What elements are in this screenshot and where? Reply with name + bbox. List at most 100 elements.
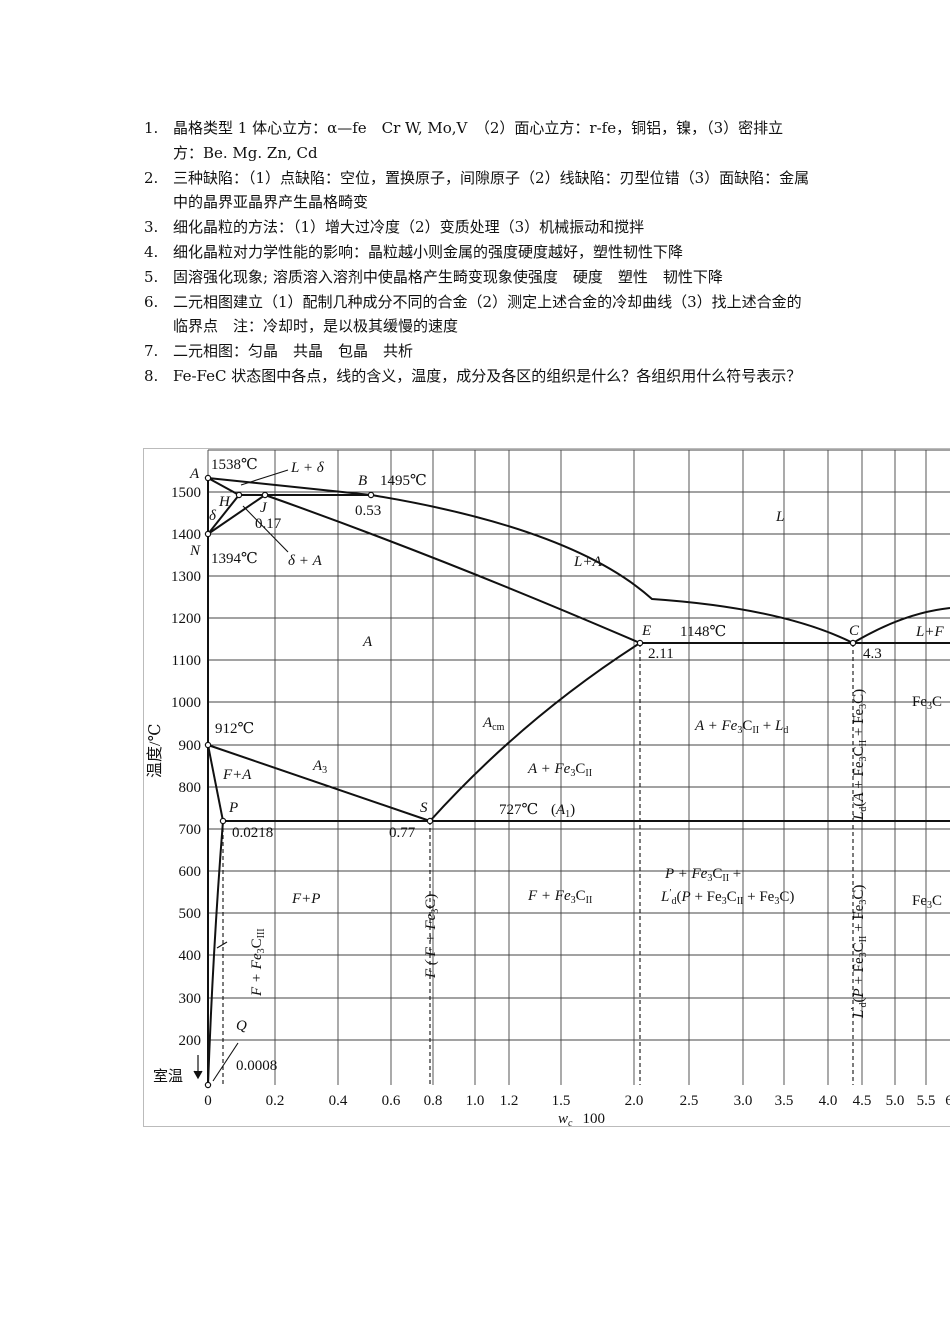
region-fe3c-right1: Fe3C [912,694,942,712]
region-f-p: F+P [291,891,320,907]
phase-diagram-svg: 1500 1400 1300 1200 1100 1000 900 800 70… [143,448,950,1128]
x-tick: 0.8 [424,1093,443,1109]
x-tick: 4.0 [819,1093,838,1109]
x-tick-labels: 0 0.2 0.4 0.6 0.8 1.0 1.2 1.5 2.0 2.5 3.… [204,1093,950,1109]
x-tick: 1.0 [466,1093,485,1109]
figure-frame [143,448,950,1127]
point-s-temp: 727℃ [499,802,538,818]
x-tick: 4.5 [853,1093,872,1109]
delta-label: δ [209,508,217,524]
x-tick: 1.5 [552,1093,571,1109]
y-tick-labels: 1500 1400 1300 1200 1100 1000 900 800 70… [171,485,201,1049]
region-acm: Acm [482,715,505,733]
x-tick: 0.2 [266,1093,285,1109]
a3-line [207,744,431,822]
region-f-a: F+A [222,767,252,783]
point-g-temp: 912℃ [215,721,254,737]
fe-c-phase-diagram: 1500 1400 1300 1200 1100 1000 900 800 70… [143,448,950,1128]
grid [207,449,950,1085]
point-b-comp: 0.53 [355,503,381,519]
x-tick: 3.0 [734,1093,753,1109]
point-label-p: P [228,800,238,816]
point-label-e: E [641,623,651,639]
y-tick: 900 [179,738,202,754]
region-ld-p-fe3c: L′d(P + Fe3CII + Fe3C) [850,885,869,1019]
point-n-temp: 1394℃ [211,551,258,567]
question-list: 1. 晶格类型 1 体心立方：α—fe Cr W, Mo,V （2）面心立方：r-… [140,116,812,389]
region-l-delta: L + δ [290,460,325,476]
x-tick: 2.0 [625,1093,644,1109]
y-tick: 500 [179,906,202,922]
list-item: 7. 二元相图：匀晶 共晶 包晶 共析 [144,342,414,361]
region-p-fe3cii: P + Fe3CII + [664,866,741,884]
region-f-fe3cii: F + Fe3CII [527,888,592,906]
liquidus-cd [852,607,950,644]
y-tick: 1200 [171,611,201,627]
region-a3: A3 [312,758,327,776]
room-temp-arrow [193,1055,203,1080]
region-f-f-fe3c: F ( F + Fe3C) [423,894,441,979]
x-tick: 6 [945,1093,950,1109]
list-item: 3. 细化晶粒的方法：（1）增大过冷度（2）变质处理（3）机械振动和搅拌 [144,218,645,237]
x-tick: 0.6 [382,1093,401,1109]
region-f-fe3ciii: F + Fe3CIII [249,928,267,997]
list-item: 1. 晶格类型 1 体心立方：α—fe Cr W, Mo,V （2）面心立方：r-… [144,119,784,162]
region-fe3c-right2: Fe3C [912,893,942,911]
region-ld-a-fe3c: Ld(A + Fe3CII + Fe3C) [851,689,869,821]
y-tick: 300 [179,991,202,1007]
point-b-temp: 1495℃ [380,473,427,489]
point-label-q: Q [236,1018,247,1034]
x-tick: 5.5 [917,1093,936,1109]
list-item: 8. Fe-FeC 状态图中各点，线的含义，温度，成分及各区的组织是什么？各组织用… [144,366,802,385]
region-a-fe3cii: A + Fe3CII [527,761,592,779]
point-e-temp: 1148℃ [680,624,726,640]
y-tick: 600 [179,864,202,880]
a1-label: (A1) [551,802,575,820]
region-a-fe3cii-ld: A + Fe3CII + Ld [694,718,788,736]
list-item: 2. 三种缺陷：（1）点缺陷：空位，置换原子，间隙原子（2）线缺陷：刃型位错（3）… [144,168,810,212]
x-tick: 2.5 [680,1093,699,1109]
region-labels: L + δ δ + A L L+A L+F A Acm A3 F+A A + F… [222,460,944,911]
point-label-s: S [420,800,428,816]
x-tick: 0 [204,1093,212,1109]
y-tick: 1300 [171,569,201,585]
point-j-comp: 0.17 [255,516,282,532]
region-a: A [362,634,373,650]
x-tick: 5.0 [886,1093,905,1109]
phase-lines [207,477,950,1086]
x-tick: 0.4 [329,1093,348,1109]
point-label-a: A [189,466,200,482]
x-axis-title: wc 100 [558,1111,605,1128]
x-tick: 1.2 [500,1093,519,1109]
point-c-comp: 4.3 [863,646,882,662]
point-label-j: J [260,500,268,516]
point-label-b: B [358,473,367,489]
y-tick: 1400 [171,527,201,543]
y-tick: 700 [179,822,202,838]
region-ld-prime: L′d(P + Fe3CII + Fe3C) [660,888,794,907]
point-q-comp: 0.0008 [236,1058,277,1074]
list-item: 6. 二元相图建立（1）配制几种成分不同的合金（2）测定上述合金的冷却曲线（3）找… [144,292,802,336]
y-axis-title: 温度/℃ [146,724,164,778]
room-temp-label: 室温 [153,1068,183,1085]
y-tick: 1000 [171,695,201,711]
y-tick: 200 [179,1033,202,1049]
y-tick: 400 [179,948,202,964]
x-tick: 3.5 [775,1093,794,1109]
point-label-h: H [218,494,231,510]
point-markers [204,474,857,1089]
rotated-region-labels: F + Fe3CIII F ( F + Fe3C) Ld(A + Fe3CII … [249,689,869,1019]
point-labels: A 1538℃ B 1495℃ 0.53 H J 0.17 δ N 1394℃ … [189,457,882,1074]
point-p-comp: 0.0218 [232,825,273,841]
region-delta-a: δ + A [288,553,323,569]
dashed-lines [222,643,854,1085]
point-label-c: C [849,623,860,639]
y-tick: 800 [179,780,202,796]
point-s-comp: 0.77 [389,825,416,841]
region-l-a: L+A [573,554,602,570]
point-label-n: N [189,543,201,559]
region-l: L [775,509,784,525]
list-item: 5. 固溶强化现象; 溶质溶入溶剂中使晶格产生畸变现象使强度 硬度 塑性 韧性下降 [144,267,723,286]
region-l-f: L+F [915,624,944,640]
